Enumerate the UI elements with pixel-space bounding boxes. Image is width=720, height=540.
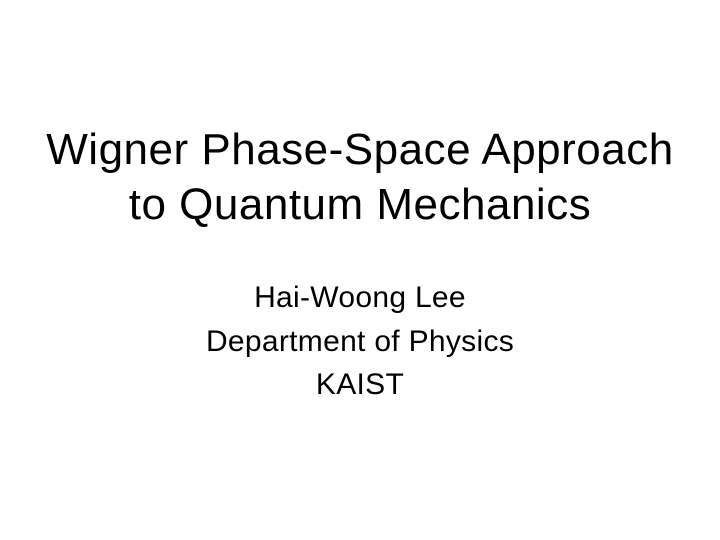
affiliation: Department of Physics — [206, 320, 514, 364]
author-name: Hai-Woong Lee — [206, 276, 514, 320]
title-slide: Wigner Phase-Space Approach to Quantum M… — [0, 0, 720, 540]
slide-title: Wigner Phase-Space Approach to Quantum M… — [46, 122, 673, 232]
title-line-1: Wigner Phase-Space Approach — [46, 122, 673, 177]
author-block: Hai-Woong Lee Department of Physics KAIS… — [206, 276, 514, 407]
title-line-2: to Quantum Mechanics — [46, 177, 673, 232]
institution: KAIST — [206, 363, 514, 407]
